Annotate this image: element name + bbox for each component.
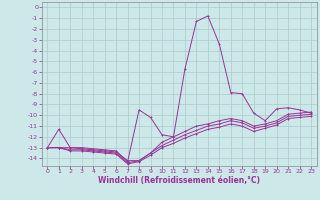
X-axis label: Windchill (Refroidissement éolien,°C): Windchill (Refroidissement éolien,°C) — [98, 176, 260, 185]
